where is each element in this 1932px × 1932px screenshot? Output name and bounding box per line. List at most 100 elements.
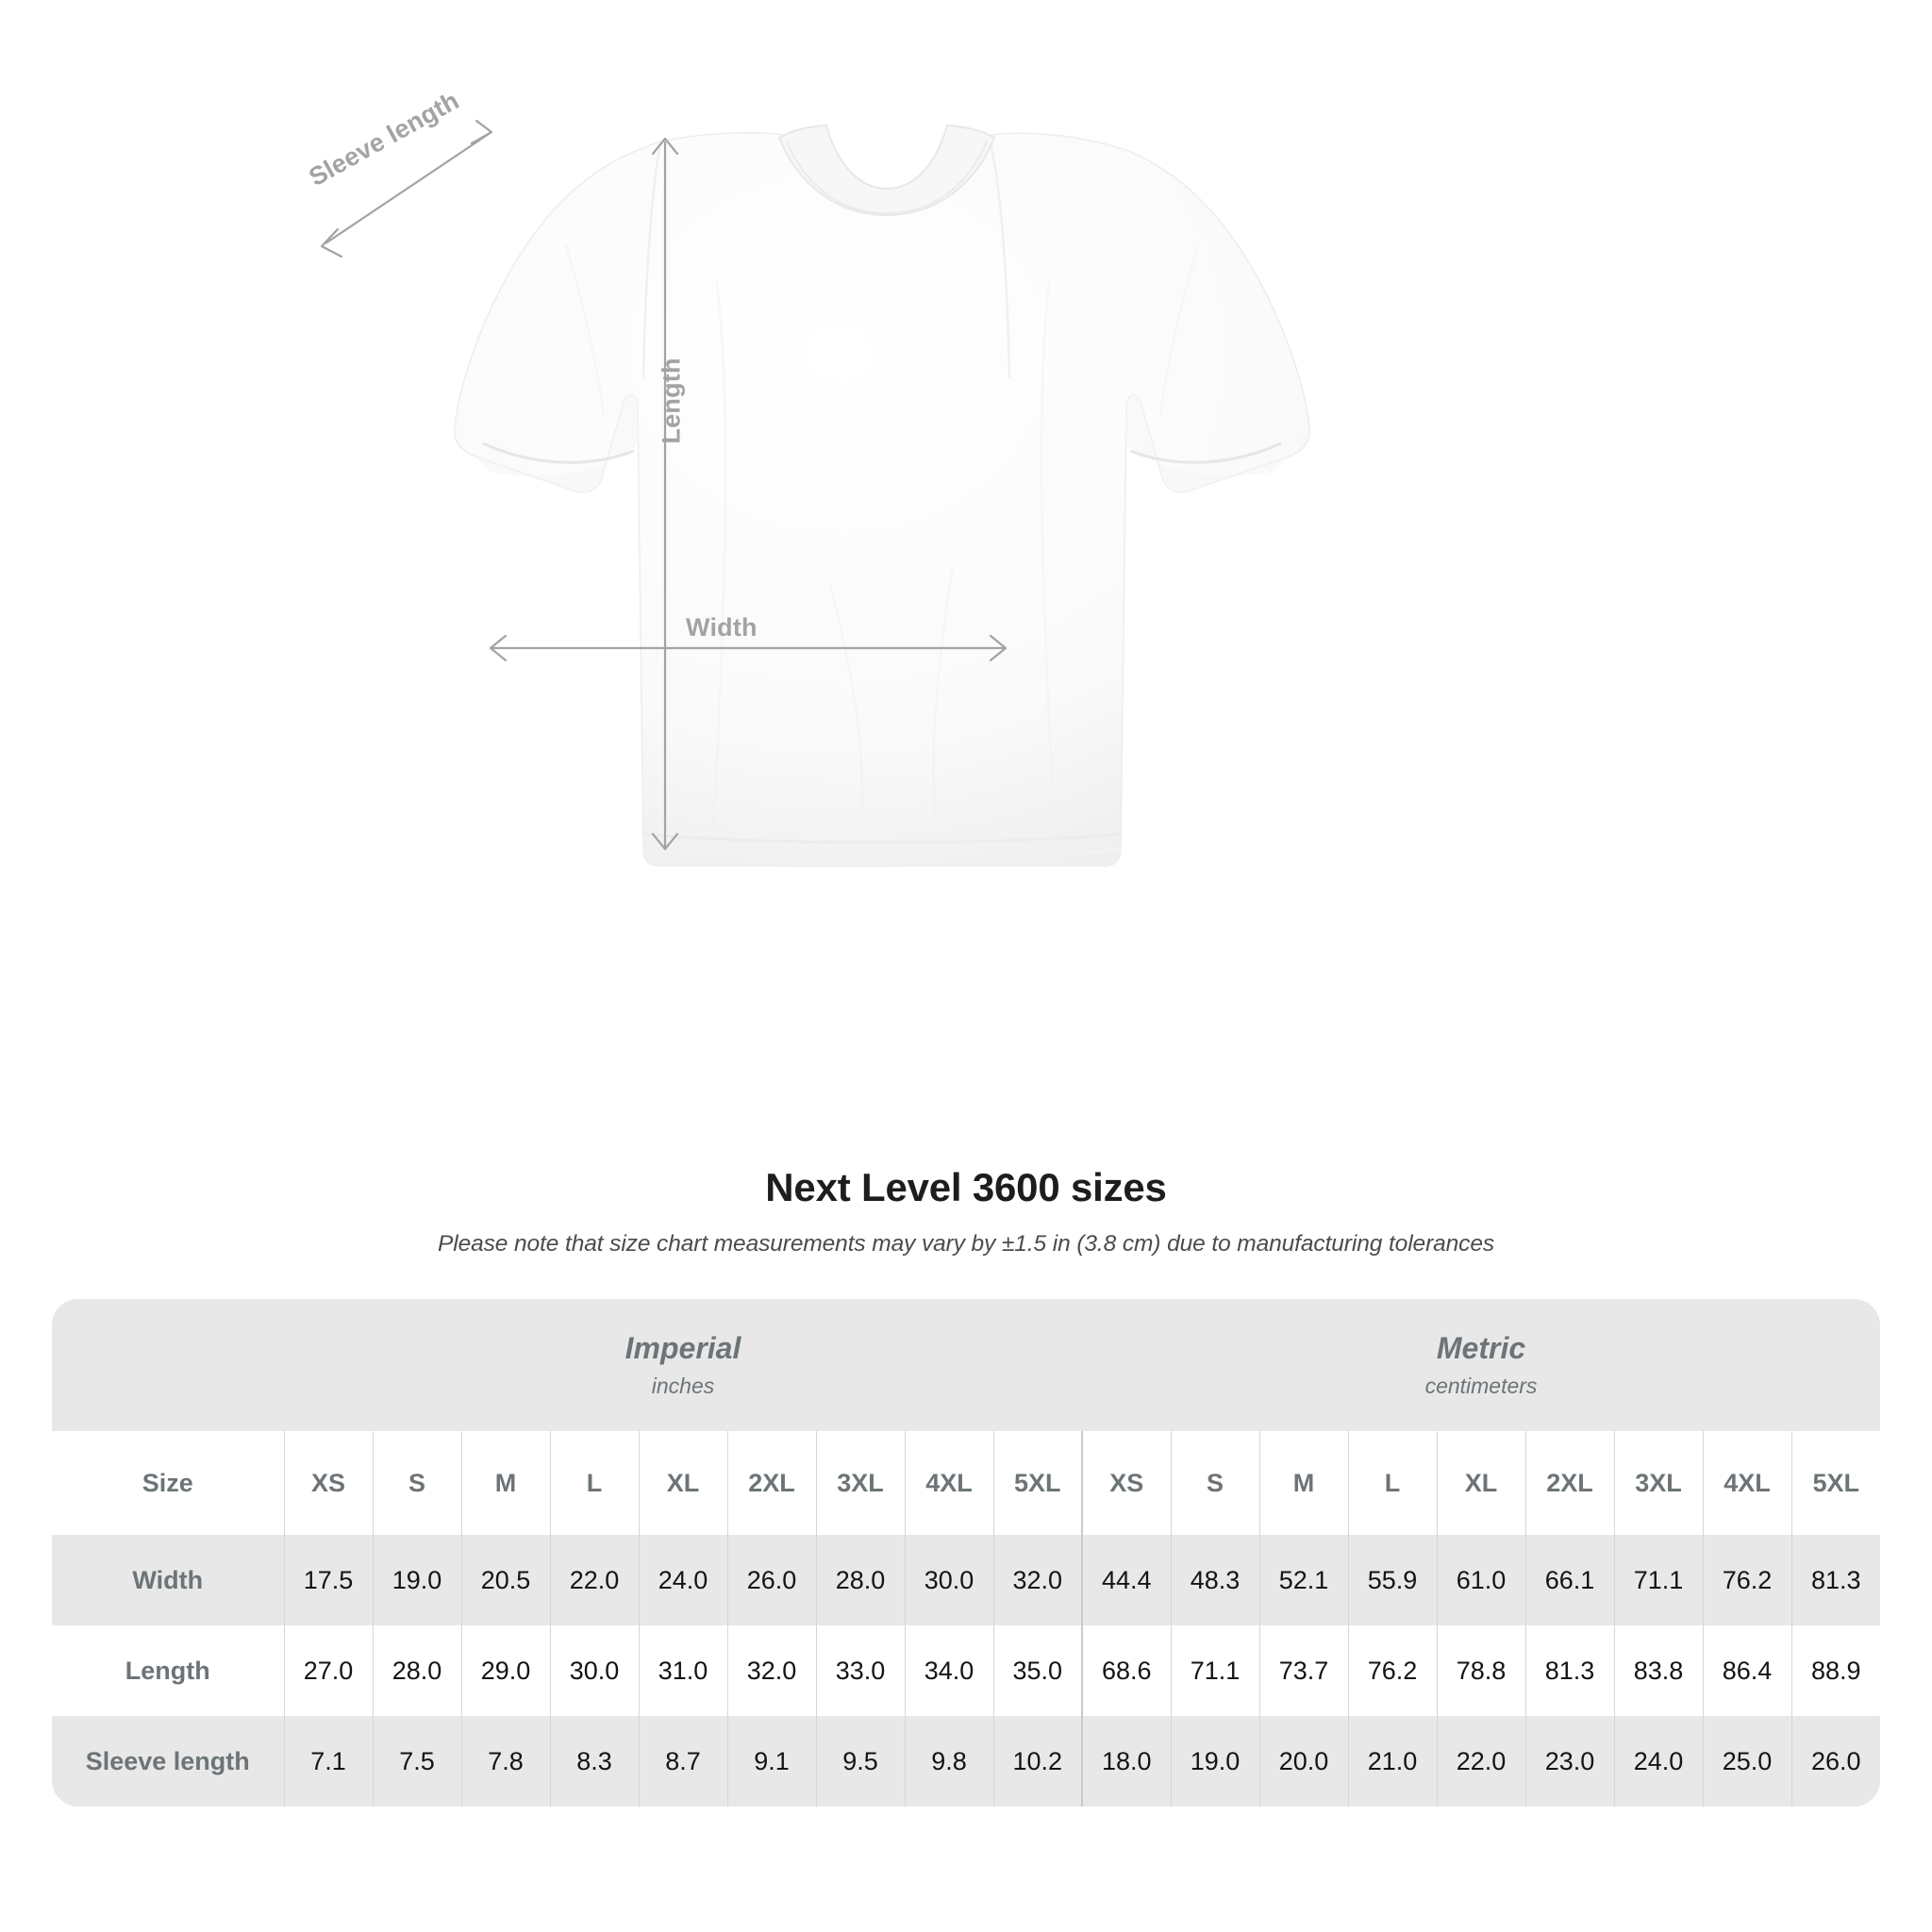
right-shoulder-seam [989, 142, 1011, 378]
table-row-sleeve-length: Sleeve length 7.1 7.5 7.8 8.3 8.7 9.1 9.… [52, 1716, 1880, 1807]
imperial-title: Imperial [625, 1331, 741, 1366]
length-imperial-xs: 27.0 [283, 1625, 373, 1716]
sleeve-metric-3xl: 24.0 [1613, 1716, 1703, 1807]
bottom-hem-seam-2 [642, 847, 1122, 860]
table-row-length: Length 27.0 28.0 29.0 30.0 31.0 32.0 33.… [52, 1625, 1880, 1716]
size-header-imperial-l: L [549, 1431, 639, 1535]
sleeve-imperial-2xl: 9.1 [726, 1716, 816, 1807]
size-header-label: Size [52, 1431, 284, 1535]
length-imperial-xl: 31.0 [638, 1625, 727, 1716]
size-header-imperial-4xl: 4XL [904, 1431, 993, 1535]
length-imperial-2xl: 32.0 [726, 1625, 816, 1716]
size-header-metric-s: S [1170, 1431, 1259, 1535]
length-imperial-m: 29.0 [460, 1625, 550, 1716]
tshirt-illustration [320, 119, 1311, 867]
sleeve-metric-xl: 22.0 [1436, 1716, 1525, 1807]
width-imperial-xl: 24.0 [638, 1535, 727, 1625]
unit-header-spacer [52, 1299, 284, 1431]
size-header-metric-2xl: 2XL [1524, 1431, 1614, 1535]
width-metric-xl: 61.0 [1436, 1535, 1525, 1625]
width-metric-4xl: 76.2 [1702, 1535, 1791, 1625]
size-header-row: Size XS S M L XL 2XL 3XL 4XL 5XL XS S M … [52, 1431, 1880, 1535]
garment-diagram: Sleeve length Length Width [304, 86, 1311, 867]
width-imperial-5xl: 32.0 [992, 1535, 1082, 1625]
bottom-hem-seam [642, 832, 1122, 844]
size-chart-table: Imperial inches Metric centimeters Size … [52, 1299, 1880, 1807]
collar-inner-line [786, 141, 988, 215]
unit-header-imperial: Imperial inches [284, 1299, 1082, 1431]
left-sleeve-hem [482, 441, 635, 464]
size-header-imperial-xl: XL [638, 1431, 727, 1535]
length-metric-xl: 78.8 [1436, 1625, 1525, 1716]
length-imperial-l: 30.0 [549, 1625, 639, 1716]
metric-title: Metric [1436, 1331, 1526, 1366]
measure-lines [320, 119, 1008, 851]
sleeve-imperial-4xl: 9.8 [904, 1716, 993, 1807]
table-row-width: Width 17.5 19.0 20.5 22.0 24.0 26.0 28.0… [52, 1535, 1880, 1625]
size-header-metric-xl: XL [1436, 1431, 1525, 1535]
right-sleeve-hem [1129, 441, 1282, 464]
width-metric-5xl: 81.3 [1790, 1535, 1880, 1625]
width-metric-xs: 44.4 [1081, 1535, 1171, 1625]
sleeve-imperial-5xl: 10.2 [992, 1716, 1082, 1807]
length-metric-3xl: 83.8 [1613, 1625, 1703, 1716]
width-imperial-m: 20.5 [460, 1535, 550, 1625]
width-metric-l: 55.9 [1347, 1535, 1437, 1625]
sleeve-metric-m: 20.0 [1258, 1716, 1348, 1807]
sleeve-metric-5xl: 26.0 [1790, 1716, 1880, 1807]
size-header-imperial-2xl: 2XL [726, 1431, 816, 1535]
size-header-imperial-xs: XS [283, 1431, 373, 1535]
page-subtitle: Please note that size chart measurements… [438, 1231, 1494, 1257]
row-label-length: Length [52, 1625, 284, 1716]
imperial-subtitle: inches [651, 1373, 715, 1398]
length-imperial-4xl: 34.0 [904, 1625, 993, 1716]
sleeve-metric-l: 21.0 [1347, 1716, 1437, 1807]
sleeve-imperial-xl: 8.7 [638, 1716, 727, 1807]
shirt-body-shape [453, 132, 1311, 867]
width-metric-m: 52.1 [1258, 1535, 1348, 1625]
length-metric-4xl: 86.4 [1702, 1625, 1791, 1716]
length-metric-m: 73.7 [1258, 1625, 1348, 1716]
length-metric-l: 76.2 [1347, 1625, 1437, 1716]
metric-subtitle: centimeters [1424, 1373, 1538, 1398]
unit-header-metric: Metric centimeters [1082, 1299, 1880, 1431]
width-imperial-xs: 17.5 [283, 1535, 373, 1625]
width-imperial-s: 19.0 [372, 1535, 461, 1625]
width-imperial-3xl: 28.0 [815, 1535, 905, 1625]
size-chart-table-container: Imperial inches Metric centimeters Size … [52, 1299, 1880, 1807]
size-header-imperial-s: S [372, 1431, 461, 1535]
size-header-metric-l: L [1347, 1431, 1437, 1535]
sleeve-imperial-m: 7.8 [460, 1716, 550, 1807]
length-imperial-3xl: 33.0 [815, 1625, 905, 1716]
length-metric-5xl: 88.9 [1790, 1625, 1880, 1716]
size-header-imperial-5xl: 5XL [992, 1431, 1082, 1535]
collar-ribbing [777, 124, 996, 217]
width-metric-2xl: 66.1 [1524, 1535, 1614, 1625]
sleeve-length-arrow [320, 119, 493, 258]
size-header-metric-3xl: 3XL [1613, 1431, 1703, 1535]
size-header-imperial-3xl: 3XL [815, 1431, 905, 1535]
sleeve-imperial-l: 8.3 [549, 1716, 639, 1807]
fabric-folds [564, 244, 1200, 831]
sleeve-metric-s: 19.0 [1170, 1716, 1259, 1807]
width-metric-s: 48.3 [1170, 1535, 1259, 1625]
title-block: Next Level 3600 sizes Please note that s… [0, 1165, 1932, 1257]
length-metric-2xl: 81.3 [1524, 1625, 1614, 1716]
size-header-metric-m: M [1258, 1431, 1348, 1535]
sleeve-imperial-3xl: 9.5 [815, 1716, 905, 1807]
sleeve-imperial-xs: 7.1 [283, 1716, 373, 1807]
size-header-imperial-m: M [460, 1431, 550, 1535]
sleeve-metric-2xl: 23.0 [1524, 1716, 1614, 1807]
width-imperial-l: 22.0 [549, 1535, 639, 1625]
length-imperial-s: 28.0 [372, 1625, 461, 1716]
sleeve-metric-xs: 18.0 [1081, 1716, 1171, 1807]
width-arrow [489, 634, 1008, 662]
right-sleeve-shade [1124, 394, 1289, 492]
width-imperial-4xl: 30.0 [904, 1535, 993, 1625]
sleeve-imperial-s: 7.5 [372, 1716, 461, 1807]
size-header-metric-4xl: 4XL [1702, 1431, 1791, 1535]
unit-header-row: Imperial inches Metric centimeters [52, 1299, 1880, 1431]
length-metric-s: 71.1 [1170, 1625, 1259, 1716]
width-imperial-2xl: 26.0 [726, 1535, 816, 1625]
size-header-metric-5xl: 5XL [1790, 1431, 1880, 1535]
